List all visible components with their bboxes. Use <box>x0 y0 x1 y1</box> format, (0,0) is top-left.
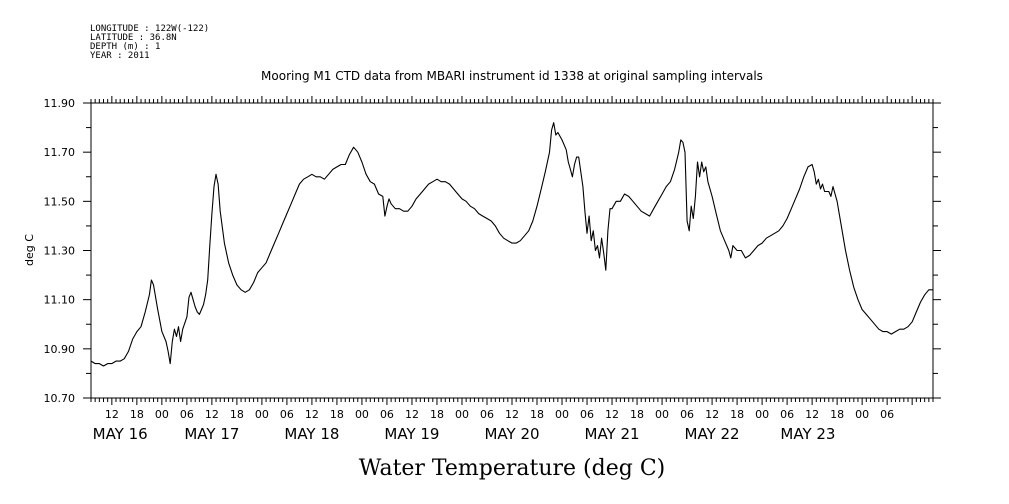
x-day-label: MAY 21 <box>585 425 640 443</box>
x-hour-label: 06 <box>380 408 394 421</box>
x-hour-label: 12 <box>105 408 119 421</box>
chart-title: Mooring M1 CTD data from MBARI instrumen… <box>261 69 763 83</box>
y-tick-label: 11.50 <box>44 195 76 208</box>
x-axis-label: Water Temperature (deg C) <box>359 456 666 481</box>
x-hour-label: 18 <box>430 408 444 421</box>
meta-depth: DEPTH (m) : 1 <box>90 42 160 52</box>
x-hour-label: 12 <box>605 408 619 421</box>
series-group <box>90 122 933 367</box>
y-tick-label: 11.30 <box>44 245 76 258</box>
x-hour-label: 00 <box>455 408 469 421</box>
x-day-label: MAY 18 <box>284 425 339 443</box>
x-hour-label: 00 <box>155 408 169 421</box>
x-hour-label: 18 <box>730 408 744 421</box>
x-hour-label: 06 <box>780 408 794 421</box>
x-hour-label: 12 <box>505 408 519 421</box>
x-day-label: MAY 17 <box>184 425 239 443</box>
x-hour-label: 18 <box>230 408 244 421</box>
x-hour-label: 06 <box>180 408 194 421</box>
x-hour-label: 06 <box>880 408 894 421</box>
y-tick-label: 11.90 <box>44 97 76 110</box>
x-hour-label: 06 <box>280 408 294 421</box>
x-day-label: MAY 22 <box>685 425 740 443</box>
x-hour-label: 18 <box>330 408 344 421</box>
y-tick-label: 11.10 <box>44 294 76 307</box>
y-axis-label: deg C <box>23 234 36 266</box>
x-hour-label: 12 <box>205 408 219 421</box>
y-tick-label: 10.90 <box>44 343 76 356</box>
x-hour-label: 12 <box>805 408 819 421</box>
x-hour-label: 06 <box>580 408 594 421</box>
y-axis: 10.70 10.90 11.10 11.30 11.50 11.70 11.90 <box>44 97 941 405</box>
x-hour-label: 18 <box>130 408 144 421</box>
y-tick-label: 11.70 <box>44 146 76 159</box>
water-temperature-line <box>90 122 933 367</box>
x-hour-label: 12 <box>305 408 319 421</box>
metadata-block: LONGITUDE : 122W(-122) LATITUDE : 36.8N … <box>90 24 209 61</box>
x-day-label: MAY 16 <box>93 425 148 443</box>
x-hour-label: 18 <box>530 408 544 421</box>
plot-frame <box>90 102 934 399</box>
meta-latitude: LATITUDE : 36.8N <box>90 33 177 43</box>
x-hour-label: 00 <box>655 408 669 421</box>
x-hour-label: 00 <box>855 408 869 421</box>
x-hour-label: 12 <box>705 408 719 421</box>
y-tick-label: 10.70 <box>44 392 76 405</box>
x-day-label: MAY 19 <box>384 425 439 443</box>
x-day-label: MAY 20 <box>484 425 539 443</box>
x-hour-label: 00 <box>255 408 269 421</box>
x-day-label: MAY 23 <box>780 425 835 443</box>
x-hour-label: 00 <box>355 408 369 421</box>
x-hour-label: 06 <box>480 408 494 421</box>
x-hour-label: 18 <box>830 408 844 421</box>
x-hour-label: 18 <box>630 408 644 421</box>
x-axis: 12 18 00 06 12 18 00 06 12 18 00 06 12 18 00 06 12 18 00 06… <box>90 96 934 443</box>
x-hour-label: 12 <box>405 408 419 421</box>
meta-longitude: LONGITUDE : 122W(-122) <box>90 24 209 34</box>
meta-year: YEAR : 2011 <box>90 51 150 61</box>
x-hour-label: 00 <box>755 408 769 421</box>
x-hour-label: 06 <box>680 408 694 421</box>
x-hour-label: 00 <box>555 408 569 421</box>
